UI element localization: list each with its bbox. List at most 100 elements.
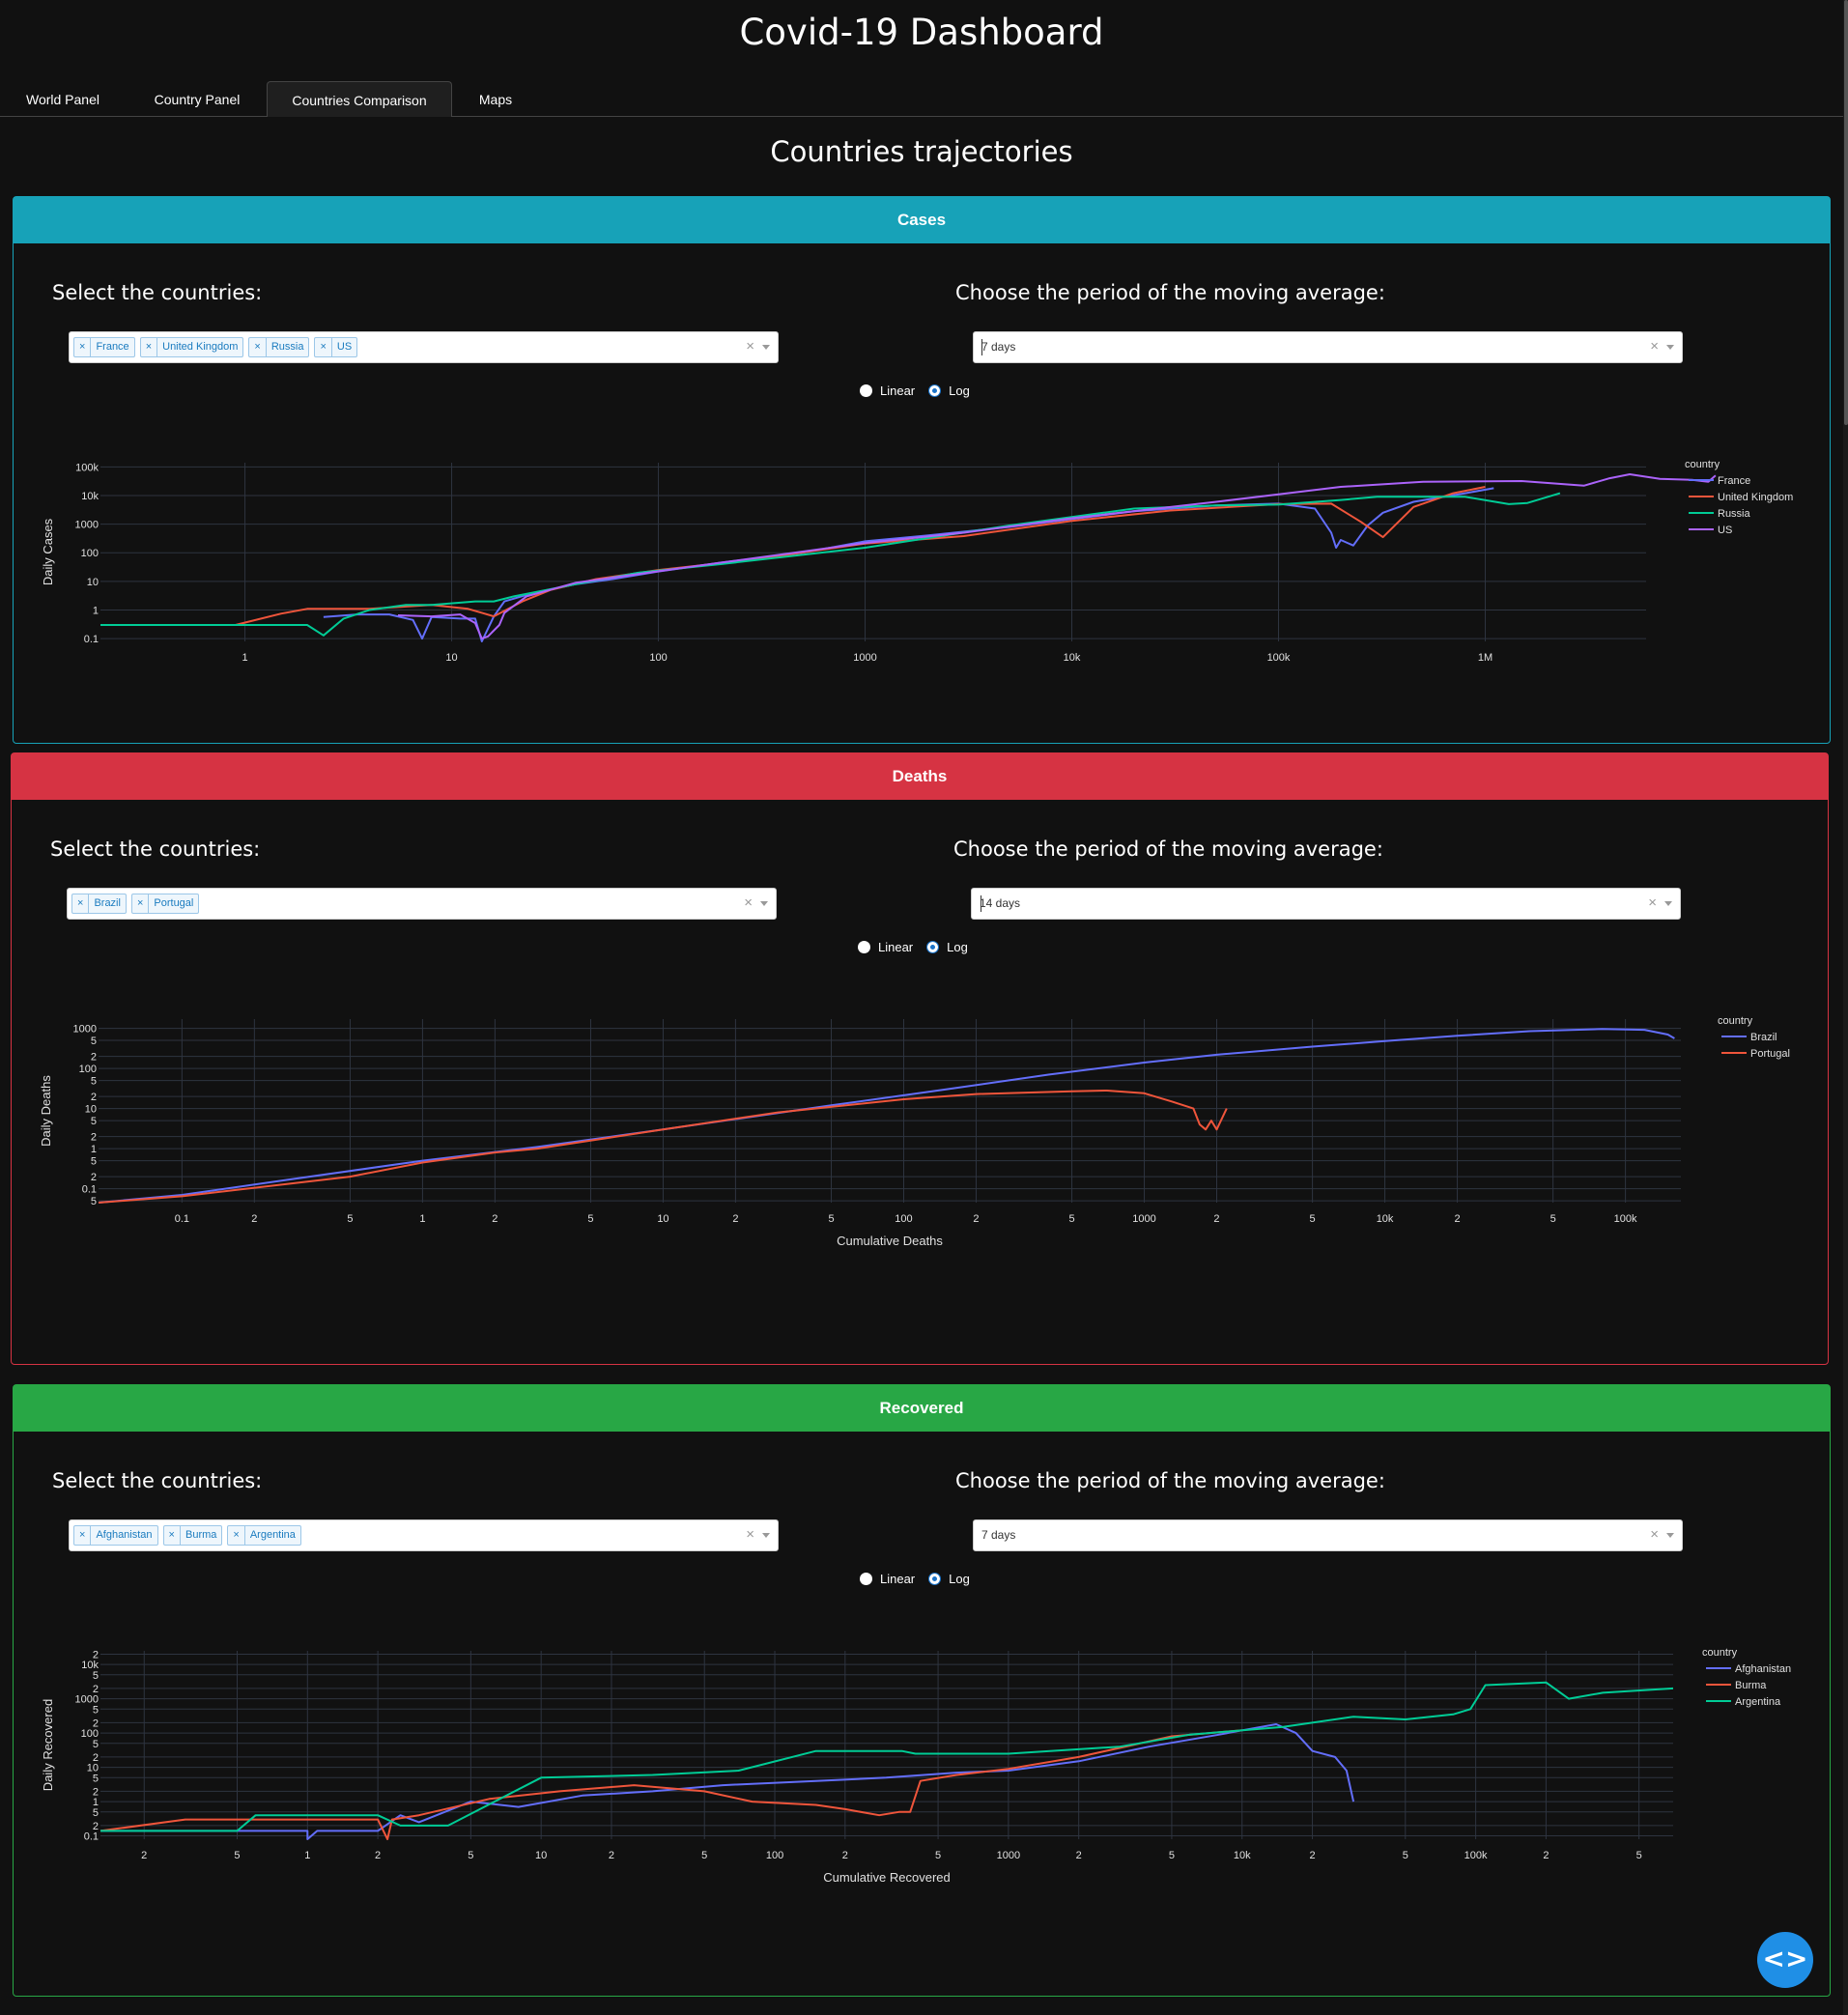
cases-period-dropdown[interactable]: 7 days ×	[973, 331, 1683, 363]
scrollbar-track[interactable]	[1843, 0, 1848, 2015]
y-tick-label: 10	[85, 1104, 97, 1116]
x-tick-label: 5	[1310, 1213, 1316, 1225]
radio-linear[interactable]	[860, 1573, 872, 1585]
cases-chart[interactable]: 1 10 100 1000 10k 100k 1M 0.1 1 10 100 1000 10k 100k D…	[14, 439, 1828, 743]
series-line-argentina[interactable]	[100, 1681, 1674, 1832]
tab-countries-comparison[interactable]: Countries Comparison	[267, 81, 452, 117]
country-chip-label: United Kingdom	[162, 341, 239, 353]
series-line-france[interactable]	[323, 487, 1494, 642]
y-tick-label: 5	[91, 1076, 97, 1088]
x-tick-label: 100	[895, 1213, 912, 1225]
deaths-chart[interactable]: 0.1 2 5 1 2 5 10 2 5 100 2 5 1000 2 5 10k 2 5 100k50.12512…	[12, 995, 1826, 1362]
chevron-down-icon[interactable]	[1664, 901, 1672, 906]
deaths-period-dropdown[interactable]: 14 days ×	[971, 888, 1681, 920]
cases-selected-chips: × France × United Kingdom × Russia × US	[73, 337, 358, 357]
y-tick-label: 5	[91, 1116, 97, 1127]
close-icon[interactable]: ×	[249, 338, 267, 356]
recovered-countries-dropdown[interactable]: × Afghanistan × Burma × Argentina ×	[69, 1519, 779, 1551]
series-line-portugal[interactable]	[98, 1090, 1228, 1204]
close-icon[interactable]: ×	[72, 894, 90, 913]
clear-icon[interactable]: ×	[746, 338, 754, 355]
chevron-down-icon[interactable]	[762, 1533, 770, 1538]
radio-linear-label[interactable]: Linear	[878, 940, 914, 954]
x-tick-label: 5	[347, 1213, 353, 1225]
radio-log-label[interactable]: Log	[947, 940, 968, 954]
cases-card: Cases Select the countries: Choose the p…	[13, 196, 1831, 744]
chevron-down-icon[interactable]	[1666, 1533, 1674, 1538]
series-line-us[interactable]	[397, 473, 1717, 640]
x-tick-label: 5	[1550, 1213, 1556, 1225]
legend-item[interactable]: United Kingdom	[1718, 492, 1793, 503]
x-tick-label: 2	[141, 1850, 147, 1861]
legend-item[interactable]: Afghanistan	[1735, 1663, 1791, 1675]
radio-log-label[interactable]: Log	[949, 383, 970, 398]
close-icon[interactable]: ×	[164, 1526, 181, 1545]
clear-icon[interactable]: ×	[1650, 1526, 1659, 1543]
recovered-card-header: Recovered	[14, 1385, 1830, 1432]
radio-linear[interactable]	[858, 941, 870, 953]
legend-title: country	[1702, 1647, 1738, 1659]
clear-icon[interactable]: ×	[1648, 894, 1657, 911]
close-icon[interactable]: ×	[315, 338, 332, 356]
chevron-down-icon[interactable]	[762, 345, 770, 350]
y-tick-label: 5	[93, 1704, 99, 1716]
x-tick-label: 5	[1068, 1213, 1074, 1225]
y-tick-label: 1000	[75, 520, 99, 531]
deaths-countries-label: Select the countries:	[50, 837, 261, 861]
y-tick-label: 0.1	[84, 1831, 99, 1843]
clear-icon[interactable]: ×	[746, 1526, 754, 1543]
clear-icon[interactable]: ×	[744, 894, 753, 911]
clear-icon[interactable]: ×	[1650, 338, 1659, 355]
radio-log[interactable]	[926, 941, 940, 953]
radio-linear[interactable]	[860, 384, 872, 397]
series-line-burma[interactable]	[100, 1729, 1242, 1840]
recovered-scale-radio: Linear Log	[860, 1572, 983, 1586]
scrollbar-thumb[interactable]	[1844, 0, 1848, 425]
y-tick-label: 2	[93, 1684, 99, 1695]
close-icon[interactable]: ×	[228, 1526, 245, 1545]
series-line-brazil[interactable]	[98, 1028, 1675, 1204]
radio-log[interactable]	[928, 1573, 942, 1585]
y-tick-label: 5	[91, 1156, 97, 1168]
radio-log-label[interactable]: Log	[949, 1572, 970, 1586]
deaths-scale-radio: Linear Log	[858, 940, 981, 954]
legend-item[interactable]: Burma	[1735, 1680, 1767, 1691]
y-tick-label: 5	[93, 1773, 99, 1784]
close-icon[interactable]: ×	[141, 338, 158, 356]
country-chip: × France	[73, 337, 135, 357]
y-tick-label: 2	[91, 1132, 97, 1144]
legend-item[interactable]: Brazil	[1750, 1032, 1777, 1043]
close-icon[interactable]: ×	[74, 338, 92, 356]
country-chip-label: Burma	[185, 1529, 217, 1541]
y-tick-label: 5	[91, 1036, 97, 1047]
radio-linear-label[interactable]: Linear	[880, 1572, 916, 1586]
chevron-down-icon[interactable]	[760, 901, 768, 906]
legend-item[interactable]: Portugal	[1750, 1048, 1790, 1060]
country-chip-label: Russia	[270, 341, 304, 353]
y-tick-label: 10	[87, 1763, 99, 1774]
radio-linear-label[interactable]: Linear	[880, 383, 916, 398]
x-tick-label: 10	[657, 1213, 668, 1225]
radio-log[interactable]	[928, 384, 942, 397]
series-line-afghanistan[interactable]	[100, 1723, 1355, 1840]
recovered-chart[interactable]: 2 5 1 2 5 10 2 5 100 2 5 1000 2 5 10k 2 5 100k 2 50.1251251…	[14, 1627, 1828, 1994]
recovered-period-dropdown[interactable]: 7 days ×	[973, 1519, 1683, 1551]
y-tick-label: 1	[93, 1797, 99, 1808]
x-tick-label: 1000	[1132, 1213, 1155, 1225]
deaths-countries-dropdown[interactable]: × Brazil × Portugal ×	[67, 888, 777, 920]
series-line-russia[interactable]	[100, 492, 1561, 637]
x-tick-label: 1	[304, 1850, 310, 1861]
legend-item[interactable]: Argentina	[1735, 1696, 1781, 1708]
tab-world-panel[interactable]: World Panel	[25, 92, 100, 107]
legend-item[interactable]: France	[1718, 475, 1750, 487]
close-icon[interactable]: ×	[74, 1526, 92, 1545]
tab-country-panel[interactable]: Country Panel	[154, 92, 241, 107]
x-axis-title: Cumulative Recovered	[823, 1870, 951, 1885]
legend-item[interactable]: US	[1718, 525, 1732, 536]
cases-countries-dropdown[interactable]: × France × United Kingdom × Russia × US ×	[69, 331, 779, 363]
code-brackets-icon[interactable]: <>	[1757, 1932, 1813, 1988]
legend-item[interactable]: Russia	[1718, 508, 1751, 520]
close-icon[interactable]: ×	[132, 894, 150, 913]
tab-maps[interactable]: Maps	[478, 92, 513, 107]
chevron-down-icon[interactable]	[1666, 345, 1674, 350]
